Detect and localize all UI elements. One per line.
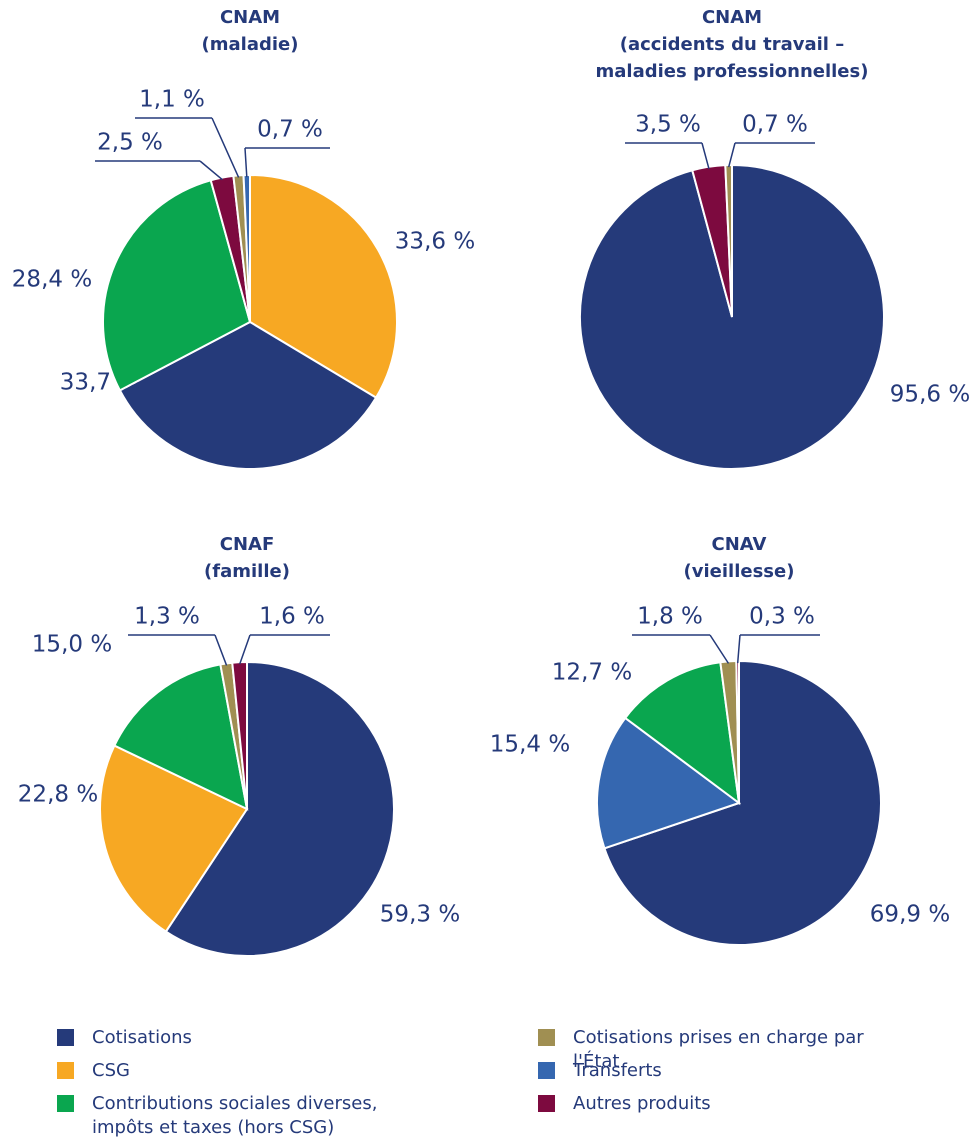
data-label: 15,4 % [490,732,570,758]
leader-line [135,117,240,178]
data-label: 0,7 % [257,117,323,143]
pie-slice [113,663,249,811]
legend-swatch [57,1029,74,1046]
pie-slice [623,661,741,806]
chart-title: CNAF [220,534,275,555]
legend-label: Cotisations [92,1027,192,1048]
data-label: 1,3 % [134,604,200,630]
legend-item: CSG [57,1059,392,1083]
legend-swatch [538,1062,555,1079]
data-label: 1,6 % [259,604,325,630]
leader-line [727,142,815,168]
chart-title: (vieillesse) [684,561,795,582]
legend-label: CSG [92,1060,130,1081]
pie-slice [164,660,395,957]
legend-label: Cotisations prises en charge par l'État [573,1027,864,1072]
chart-title: CNAM [220,7,280,28]
chart-title: CNAV [712,534,767,555]
legend-item: Cotisations prises en charge par l'État [538,1026,873,1074]
data-label: 22,8 % [18,782,98,808]
data-label: 0,7 % [742,112,808,138]
leader-line [244,147,330,178]
data-label: 95,6 % [890,382,970,408]
data-label: 3,5 % [635,112,701,138]
legend-label: Autres produits [573,1093,711,1114]
chart-title: (maladie) [202,34,299,55]
leader-line [239,634,330,665]
data-label: 33,6 % [395,229,475,255]
legend-label: Transferts [573,1060,662,1081]
legend-item: Transferts [538,1059,873,1083]
data-label: 1,8 % [637,604,703,630]
data-label: 28,4 % [12,267,92,293]
pie-slice [102,179,252,392]
legend-swatch [538,1029,555,1046]
legend-label: Contributions sociales diverses, impôts … [92,1093,378,1138]
data-label: 1,1 % [139,87,205,113]
chart: CNAM(maladie)33,6 %33,7 %28,4 %2,5 %1,1 … [12,7,970,957]
legend-item: Cotisations [57,1026,392,1050]
chart-title: CNAM [702,7,762,28]
leader-line [128,634,228,666]
data-label: 15,0 % [32,632,112,658]
leader-line [625,142,710,169]
data-label: 69,9 % [870,902,950,928]
leader-line [736,634,820,664]
chart-title: (accidents du travail – [620,34,844,55]
data-label: 2,5 % [97,130,163,156]
pie-slice [118,320,378,470]
data-label: 12,7 % [552,660,632,686]
legend-item: Contributions sociales diverses, impôts … [57,1092,392,1140]
data-label: 0,3 % [749,604,815,630]
pie-slice [603,659,882,946]
data-label: 59,3 % [380,902,460,928]
legend-swatch [538,1095,555,1112]
legend-swatch [57,1095,74,1112]
chart-title: maladies professionnelles) [596,61,869,82]
pie-slice [596,716,742,850]
chart-title: (famille) [204,561,290,582]
pie-slice [249,173,398,399]
leader-line [95,160,223,181]
leader-line [632,634,730,664]
legend-swatch [57,1062,74,1079]
legend-item: Autres produits [538,1092,873,1116]
pie-slice [231,660,248,810]
